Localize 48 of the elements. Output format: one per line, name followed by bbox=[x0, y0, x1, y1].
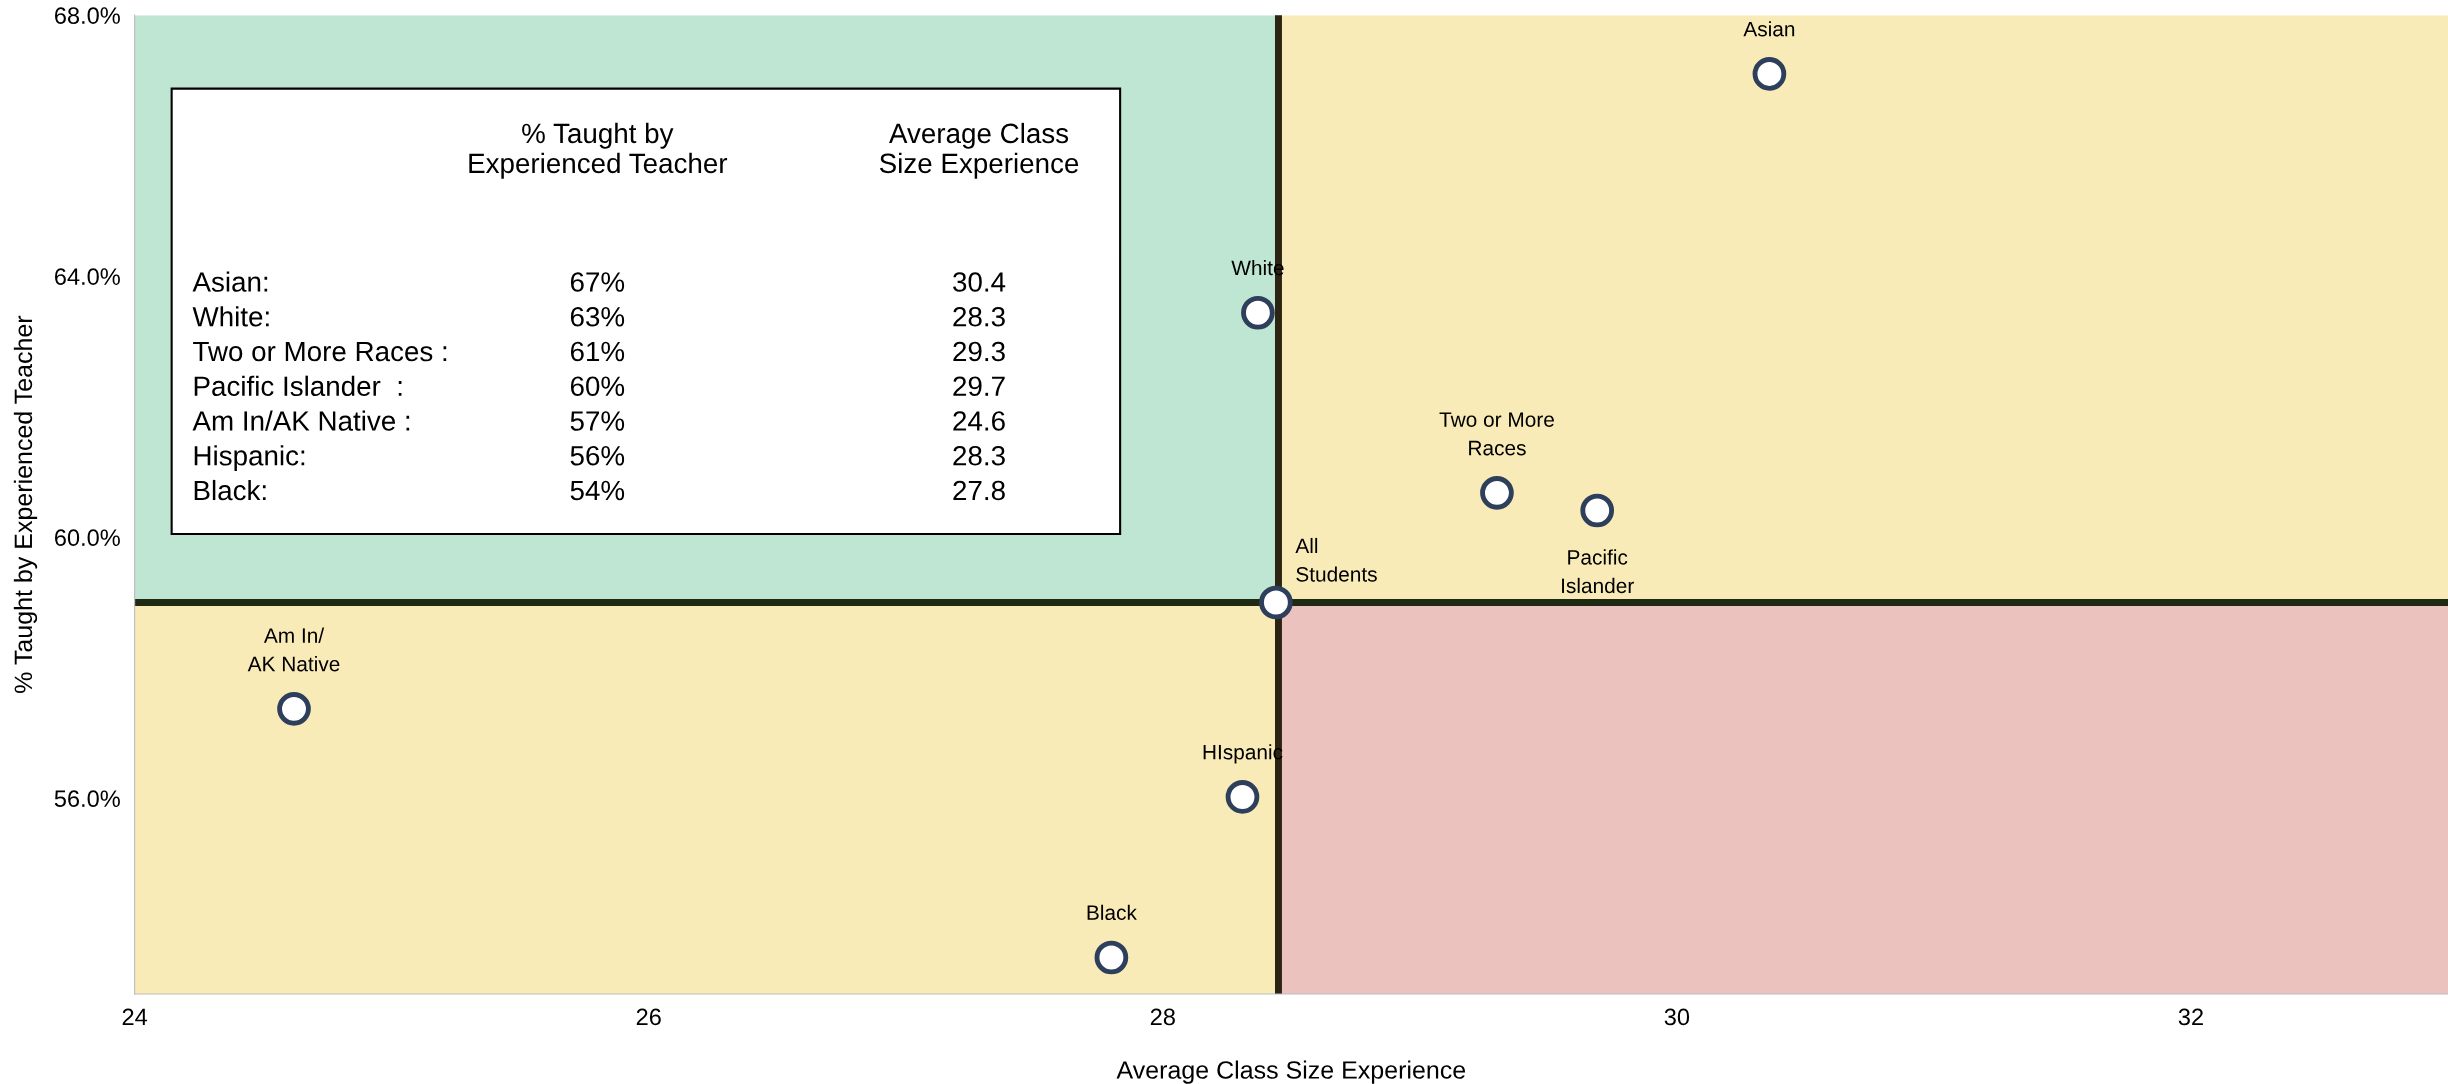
annotation: Asian bbox=[1743, 21, 1795, 37]
x-tick-label: 24 bbox=[122, 1008, 148, 1026]
annotation: All Students bbox=[1295, 537, 1377, 582]
annotation: Average Class Size Experience bbox=[879, 122, 1079, 179]
x-tick-label: 28 bbox=[1150, 1008, 1175, 1026]
annotation: 60% bbox=[570, 376, 625, 397]
point bbox=[1241, 295, 1275, 330]
annotation: Black bbox=[1087, 904, 1137, 921]
point bbox=[1094, 940, 1129, 975]
annotation: Pacific Islander bbox=[1562, 549, 1634, 594]
annotation: Two or More Races : bbox=[193, 341, 447, 362]
annotation: 67% bbox=[570, 272, 625, 292]
annotation: Black: bbox=[194, 479, 266, 501]
annotation: 29.3 bbox=[953, 341, 1005, 362]
annotation: Pacific Islander : bbox=[194, 375, 402, 397]
annotation: Hispanic: bbox=[194, 445, 305, 472]
point bbox=[1259, 585, 1293, 620]
annotation: Am In/ AK Native bbox=[247, 627, 340, 672]
annotation: Am In/AK Native : bbox=[192, 410, 410, 431]
annotation: 29.7 bbox=[953, 376, 1005, 397]
point bbox=[1225, 780, 1260, 814]
y-tick-label: 64.0% bbox=[55, 268, 120, 285]
annotation: 28.3 bbox=[953, 445, 1005, 466]
x-tick-label: 32 bbox=[2178, 1008, 2203, 1026]
annotation: 54% bbox=[570, 480, 625, 501]
annotation: Two or More Races bbox=[1439, 412, 1554, 456]
y-tick-label: 56.0% bbox=[54, 790, 120, 808]
annotation: 24.6 bbox=[953, 411, 1005, 431]
x-tick-label: 26 bbox=[636, 1008, 661, 1026]
y-axis-title: % Taught by Experienced Teacher bbox=[13, 315, 38, 693]
annotation: White: bbox=[192, 306, 269, 327]
annotation: 28.3 bbox=[953, 306, 1005, 327]
annotation: 30.4 bbox=[953, 272, 1006, 292]
y-tick-label: 68.0% bbox=[55, 7, 120, 24]
point bbox=[277, 692, 311, 726]
annotation: 63% bbox=[570, 306, 625, 327]
x-tick-label: 30 bbox=[1664, 1008, 1690, 1026]
point bbox=[1580, 493, 1615, 528]
y-tick-label: 60.0% bbox=[55, 529, 120, 547]
annotation: 57% bbox=[570, 411, 625, 431]
point bbox=[1752, 57, 1787, 91]
annotation: 61% bbox=[570, 341, 625, 362]
annotation: 56% bbox=[570, 445, 625, 466]
annotation: 27.8 bbox=[953, 480, 1005, 501]
annotation: Asian: bbox=[192, 271, 268, 292]
point bbox=[1480, 476, 1514, 510]
annotation: % Taught by Experienced Teacher bbox=[469, 122, 728, 179]
x-axis-title: Average Class Size Experience bbox=[1116, 1060, 1466, 1084]
